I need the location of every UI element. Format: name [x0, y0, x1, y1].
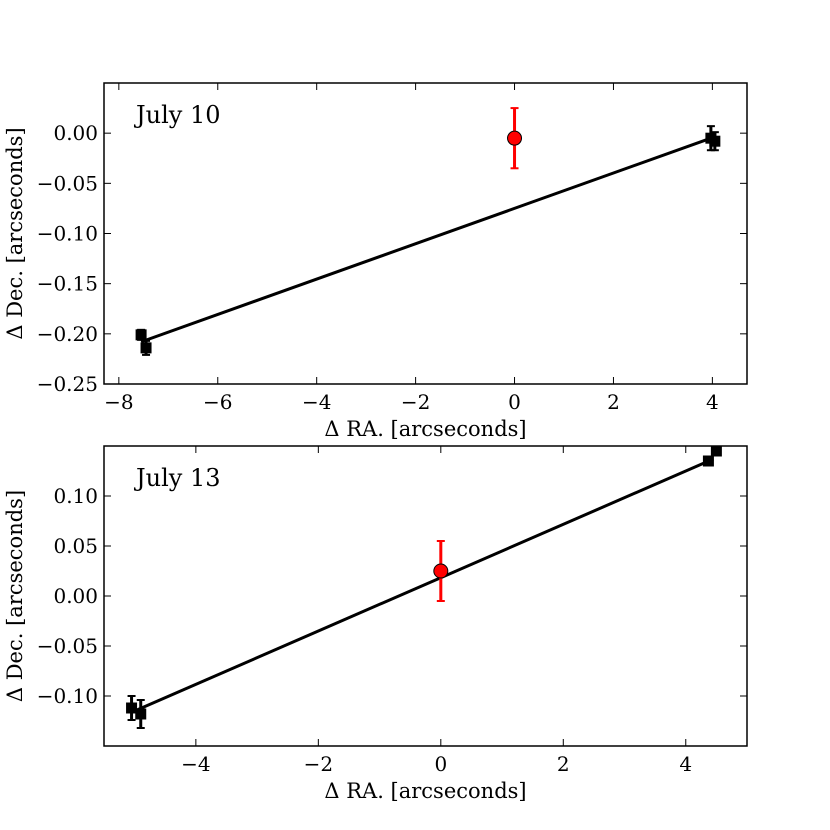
- x-tick-label: −8: [104, 390, 133, 414]
- y-tick-label: 0.00: [53, 584, 98, 608]
- x-axis-label: Δ RA. [arcseconds]: [324, 417, 526, 441]
- x-tick-label: 4: [706, 390, 719, 414]
- y-tick-label: 0.05: [53, 534, 98, 558]
- plot-panel-2: −4 −2 0 2 4 −0.10 −0.05 0.00 0.05 0.10 Δ RA. [arcs…: [3, 445, 748, 803]
- x-tick-label: −6: [203, 390, 232, 414]
- data-point-circle: [433, 563, 449, 579]
- y-tick-label: 0.10: [53, 484, 98, 508]
- x-tick-label: −4: [181, 752, 210, 776]
- data-point-square: [709, 135, 721, 147]
- x-tick-label: 0: [508, 390, 521, 414]
- x-tick-label: 2: [607, 390, 620, 414]
- y-tick-label: −0.20: [37, 322, 98, 346]
- y-tick-label: −0.05: [37, 634, 98, 658]
- data-point-square: [140, 342, 152, 354]
- x-tick-label: 0: [434, 752, 447, 776]
- data-point-square: [702, 455, 714, 467]
- x-tick-label: −2: [401, 390, 430, 414]
- data-point-square: [126, 702, 138, 714]
- x-tick-label: 4: [679, 752, 692, 776]
- y-axis-label: Δ Dec. [arcseconds]: [3, 127, 27, 339]
- data-point-square: [135, 708, 147, 720]
- y-tick-label: −0.10: [37, 222, 98, 246]
- x-axis-label: Δ RA. [arcseconds]: [324, 779, 526, 803]
- y-tick-label: −0.25: [37, 372, 98, 396]
- y-tick-label: 0.00: [53, 121, 98, 145]
- y-tick-label: −0.05: [37, 171, 98, 195]
- data-point-circle: [507, 130, 523, 146]
- plot-panel-1: −8 −6 −4 −2 0 2 4 −0.25 −0.20 −0.15 −0.10 −0.05 0.00…: [3, 82, 748, 441]
- y-tick-label: −0.10: [37, 684, 98, 708]
- panel-annotation: July 13: [133, 464, 220, 492]
- panel-annotation: July 10: [133, 101, 220, 129]
- data-point-square: [135, 329, 147, 341]
- data-point-square: [710, 445, 722, 457]
- x-tick-label: −2: [304, 752, 333, 776]
- y-tick-label: −0.15: [37, 272, 98, 296]
- x-tick-label: 2: [557, 752, 570, 776]
- y-axis-label: Δ Dec. [arcseconds]: [3, 490, 27, 702]
- fit-line: [140, 136, 712, 344]
- fit-line: [134, 457, 714, 713]
- x-tick-label: −4: [302, 390, 331, 414]
